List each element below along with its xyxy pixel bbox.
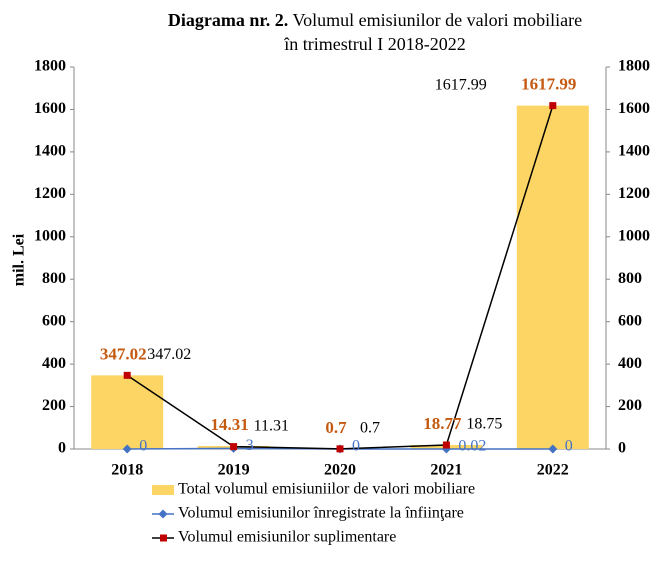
line-value-label: 18.75: [466, 416, 502, 433]
line-value-label: 1617.99: [435, 76, 487, 93]
y-tick-label: 1800: [34, 58, 66, 75]
marker: [123, 371, 131, 379]
line-value-label: 0.7: [360, 420, 380, 437]
chart-title: Diagrama nr. 2. Volumul emisiunilor de v…: [168, 10, 582, 30]
bar: [91, 375, 164, 449]
y2-tick-label: 1200: [618, 185, 650, 202]
legend-marker: [158, 509, 168, 519]
title-bold: Diagrama nr. 2.: [168, 10, 288, 30]
title-text: Volumul emisiunilor de valori mobiliare: [292, 10, 582, 30]
bar: [516, 105, 589, 450]
y-tick-label: 1600: [34, 100, 66, 117]
marker: [230, 443, 238, 451]
y2-tick-label: 600: [618, 312, 642, 329]
y-tick-label: 200: [42, 397, 66, 414]
marker: [442, 441, 450, 449]
marker: [122, 444, 132, 454]
x-tick-label: 2018: [111, 462, 143, 479]
y2-tick-label: 1600: [618, 100, 650, 117]
x-tick-label: 2021: [430, 462, 462, 479]
line-value-label: 0: [139, 438, 147, 455]
line-value-label: 0: [352, 438, 360, 455]
line-value-label: 3: [246, 437, 254, 454]
y2-tick-label: 200: [618, 397, 642, 414]
y-tick-label: 0: [58, 440, 66, 457]
bar-value-label: 0.7: [325, 418, 347, 437]
bar-value-label: 1617.99: [521, 75, 576, 94]
line-value-label: 0: [565, 438, 573, 455]
chart-subtitle: în trimestrul I 2018-2022: [283, 34, 465, 54]
y2-tick-label: 0: [618, 440, 626, 457]
legend-swatch: [152, 485, 174, 495]
y2-tick-label: 1800: [618, 58, 650, 75]
x-tick-label: 2019: [218, 462, 250, 479]
y-tick-label: 600: [42, 312, 66, 329]
x-tick-label: 2022: [537, 462, 569, 479]
y-tick-label: 1000: [34, 227, 66, 244]
legend-marker: [160, 534, 167, 542]
y-tick-label: 1400: [34, 143, 66, 160]
y-tick-label: 1200: [34, 185, 66, 202]
bar-value-label: 347.02: [100, 344, 147, 363]
y2-tick-label: 1000: [618, 227, 650, 244]
line: [126, 105, 554, 450]
marker: [549, 102, 557, 110]
y-axis-label: mil. Lei: [11, 233, 28, 286]
marker: [336, 445, 344, 453]
y-tick-label: 800: [42, 270, 66, 287]
y2-tick-label: 400: [618, 355, 642, 372]
line-value-label: 11.31: [254, 417, 289, 434]
line-value-label: 0.02: [458, 438, 486, 455]
bar-value-label: 18.77: [423, 414, 462, 433]
marker: [548, 444, 558, 454]
y2-tick-label: 800: [618, 270, 642, 287]
line-value-label: 347.02: [147, 346, 191, 363]
bar-value-label: 14.31: [210, 415, 248, 434]
legend-label: Total volumul emisiuniilor de valori mob…: [178, 481, 475, 498]
y2-tick-label: 1400: [618, 143, 650, 160]
legend-label: Volumul emisiunilor suplimentare: [178, 529, 396, 546]
legend-label: Volumul emisiunilor înregistrate la înfi…: [178, 505, 464, 522]
y-tick-label: 400: [42, 355, 66, 372]
x-tick-label: 2020: [324, 462, 356, 479]
